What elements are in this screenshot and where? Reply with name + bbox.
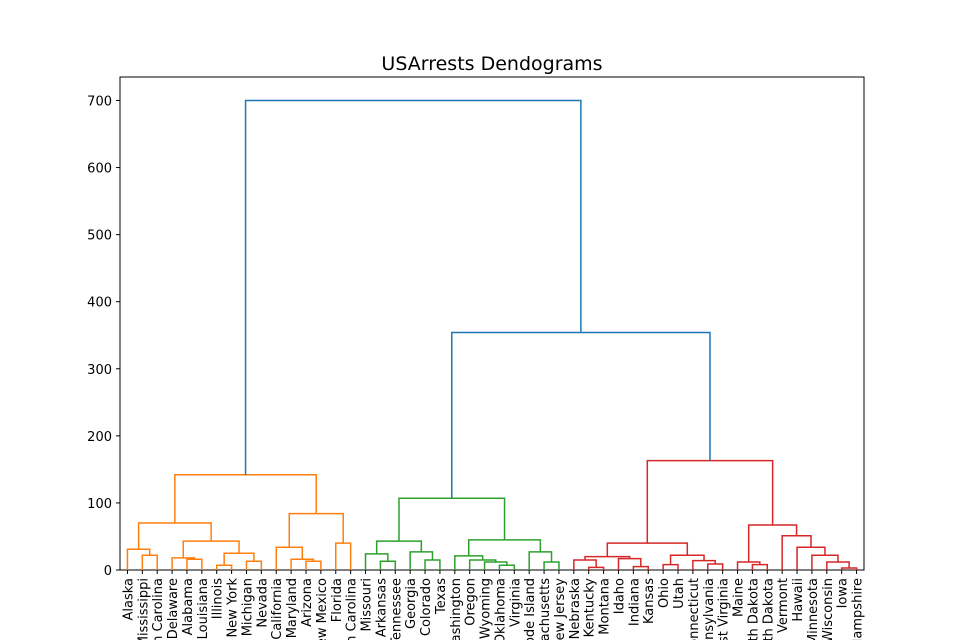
leaf-label: New York <box>226 578 241 638</box>
link <box>781 535 812 570</box>
leaf-label: West Virginia <box>717 578 732 640</box>
y-tick-label: 100 <box>87 497 112 512</box>
leaf-label: Alaska <box>121 578 136 621</box>
leaf-label: Delaware <box>166 578 181 639</box>
link <box>174 474 317 524</box>
leaf-label: Texas <box>434 578 449 615</box>
leaf-label: Florida <box>330 578 345 622</box>
link <box>468 559 497 570</box>
leaf-label: Georgia <box>404 578 419 629</box>
leaf-label: Pennsylvania <box>702 578 717 640</box>
leaf-label: Indiana <box>627 578 642 626</box>
leaf-label: Arkansas <box>374 578 389 637</box>
leaf-label: Kansas <box>642 578 657 624</box>
leaf-label: Rhode Island <box>523 578 538 640</box>
leaf-label: Colorado <box>419 578 434 636</box>
leaf-label: Massachusetts <box>538 578 553 640</box>
leaf-label: Louisiana <box>196 578 211 639</box>
leaf-label: Arizona <box>300 578 315 627</box>
leaf-label: New Jersey <box>553 578 568 640</box>
leaf-label: Oklahoma <box>493 578 508 640</box>
leaf-label: Nevada <box>255 578 270 628</box>
leaf-label: Michigan <box>240 578 255 636</box>
link <box>409 551 434 570</box>
leaf-label: Washington <box>449 578 464 640</box>
link <box>137 522 212 550</box>
chart-title: USArrests Dendograms <box>381 53 602 75</box>
link <box>796 546 826 570</box>
y-tick-label: 400 <box>87 296 112 311</box>
leaf-label: North Dakota <box>761 578 776 640</box>
leaf-label: Alabama <box>181 578 196 635</box>
leaf-label: Tennessee <box>389 578 404 640</box>
leaf-label: Mississippi <box>136 578 151 640</box>
leaf-label: Idaho <box>612 578 627 614</box>
link <box>275 546 304 570</box>
leaf-label: New Mexico <box>315 578 330 640</box>
leaf-label: Wyoming <box>479 578 494 639</box>
link <box>375 540 423 554</box>
leaf-label: South Dakota <box>746 578 761 640</box>
link <box>126 548 151 570</box>
leaf-label: Wisconsin <box>821 578 836 640</box>
y-tick-label: 500 <box>87 229 112 244</box>
link <box>840 567 858 570</box>
leaf-label: Ohio <box>657 578 672 608</box>
leaf-label: California <box>270 578 285 640</box>
link <box>215 564 233 570</box>
leaf-label: South Carolina <box>345 578 360 640</box>
link <box>182 540 240 558</box>
leaf-label: Utah <box>672 578 687 609</box>
leaf-label: Connecticut <box>687 578 702 640</box>
leaf-label: Nebraska <box>568 578 583 639</box>
link <box>141 554 158 570</box>
leaf-label: Virginia <box>508 578 523 627</box>
link <box>747 524 798 562</box>
y-tick-label: 200 <box>87 430 112 445</box>
link <box>244 99 582 475</box>
leaf-label: Montana <box>598 578 613 635</box>
y-tick-label: 0 <box>104 564 112 579</box>
link <box>171 557 196 570</box>
leaf-label: North Carolina <box>151 578 166 640</box>
y-tick-label: 300 <box>87 363 112 378</box>
leaf-label: Illinois <box>211 578 226 619</box>
leaf-label: Maryland <box>285 578 300 638</box>
link <box>811 554 839 570</box>
leaf-label: Maine <box>732 578 747 617</box>
leaf-label: New Hampshire <box>851 578 866 640</box>
leaf-label: Kentucky <box>583 578 598 638</box>
leaf-label: Hawaii <box>791 578 806 622</box>
leaf-label: Minnesota <box>806 578 821 640</box>
link <box>573 559 597 570</box>
y-tick-label: 700 <box>87 94 112 109</box>
y-tick-label: 600 <box>87 162 112 177</box>
leaf-label: Vermont <box>776 578 791 633</box>
leaf-label: Oregon <box>464 578 479 626</box>
link <box>528 551 553 570</box>
leaf-label: Iowa <box>836 578 851 608</box>
link <box>398 497 506 542</box>
link <box>669 554 705 565</box>
link <box>424 559 441 570</box>
leaf-label: Missouri <box>360 578 375 632</box>
link <box>498 564 516 570</box>
plot-frame <box>119 76 865 571</box>
